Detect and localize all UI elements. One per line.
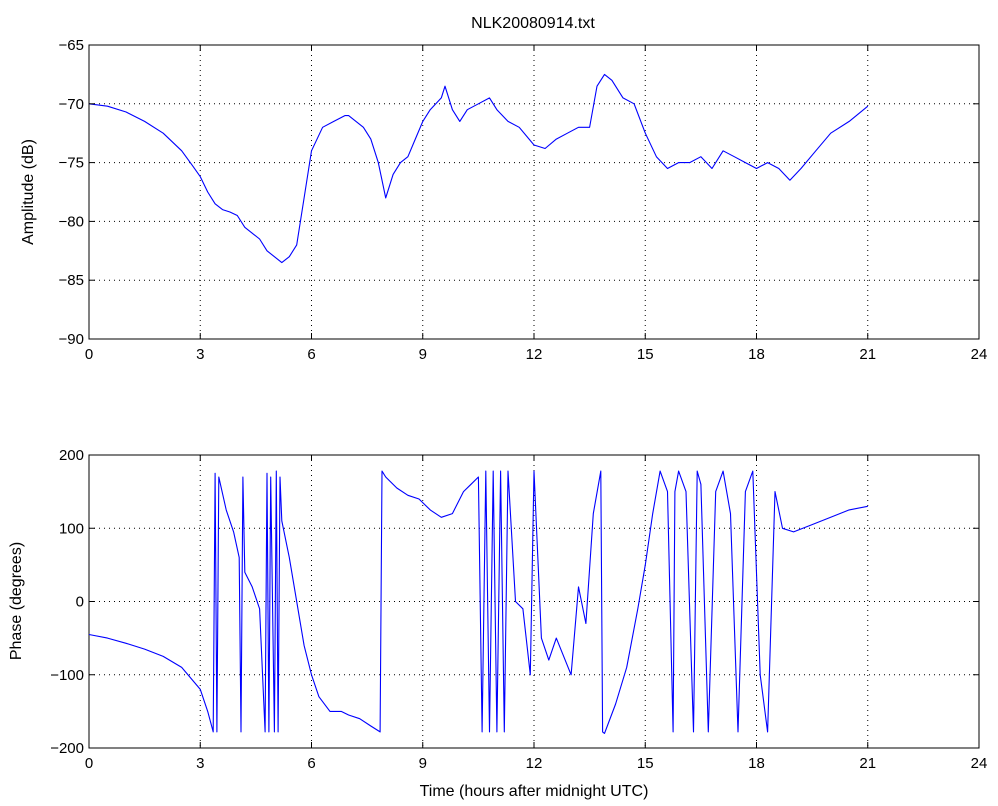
phase-ytick-label: −200 [50,740,84,757]
phase-ticks: 0 3 6 9 12 15 18 21 24 −200 −100 0 100 200 [50,447,987,772]
amplitude-ylabel: Amplitude (dB) [20,139,37,245]
amplitude-ytick-label: −85 [59,272,84,289]
amplitude-ytick-label: −75 [59,155,84,172]
phase-ytick-label: 0 [76,594,84,611]
phase-xlabel: Time (hours after midnight UTC) [420,783,649,800]
phase-xtick-label: 18 [748,755,765,772]
amplitude-plot: 0 3 6 9 12 15 18 21 24 −90 −85 −80 −75 −70 −65 Amplitu… [20,37,987,363]
phase-ytick-label: −100 [50,667,84,684]
phase-xtick-label: 6 [307,755,315,772]
phase-xtick-label: 3 [196,755,204,772]
phase-series-line [88,470,868,734]
amplitude-grid [89,45,979,339]
amplitude-xtick-label: 6 [307,346,315,363]
amplitude-xtick-label: 24 [971,346,988,363]
amplitude-xtick-label: 3 [196,346,204,363]
amplitude-ticks: 0 3 6 9 12 15 18 21 24 −90 −85 −80 −75 −70 −65 [59,37,988,363]
phase-ytick-label: 200 [59,447,84,464]
amplitude-xtick-label: 21 [859,346,876,363]
amplitude-ytick-label: −90 [59,331,84,348]
amplitude-xtick-label: 15 [637,346,654,363]
phase-xtick-label: 15 [637,755,654,772]
amplitude-xtick-label: 0 [85,346,93,363]
phase-ytick-label: 100 [59,520,84,537]
phase-xtick-label: 9 [419,755,427,772]
phase-xtick-label: 21 [859,755,876,772]
phase-plot: 0 3 6 9 12 15 18 21 24 −200 −100 0 100 200 Phase (deg… [8,447,987,800]
phase-xtick-label: 12 [526,755,543,772]
phase-ylabel: Phase (degrees) [8,542,25,660]
amplitude-xtick-label: 18 [748,346,765,363]
amplitude-xtick-label: 9 [419,346,427,363]
amplitude-plot-area [88,44,980,340]
amplitude-ytick-label: −65 [59,37,84,54]
phase-grid [89,455,979,748]
amplitude-ytick-label: −80 [59,213,84,230]
phase-xtick-label: 24 [971,755,988,772]
amplitude-ytick-label: −70 [59,96,84,113]
figure-title: NLK20080914.txt [471,15,595,32]
amplitude-xtick-label: 12 [526,346,543,363]
phase-xtick-label: 0 [85,755,93,772]
amplitude-series-line [88,73,869,264]
